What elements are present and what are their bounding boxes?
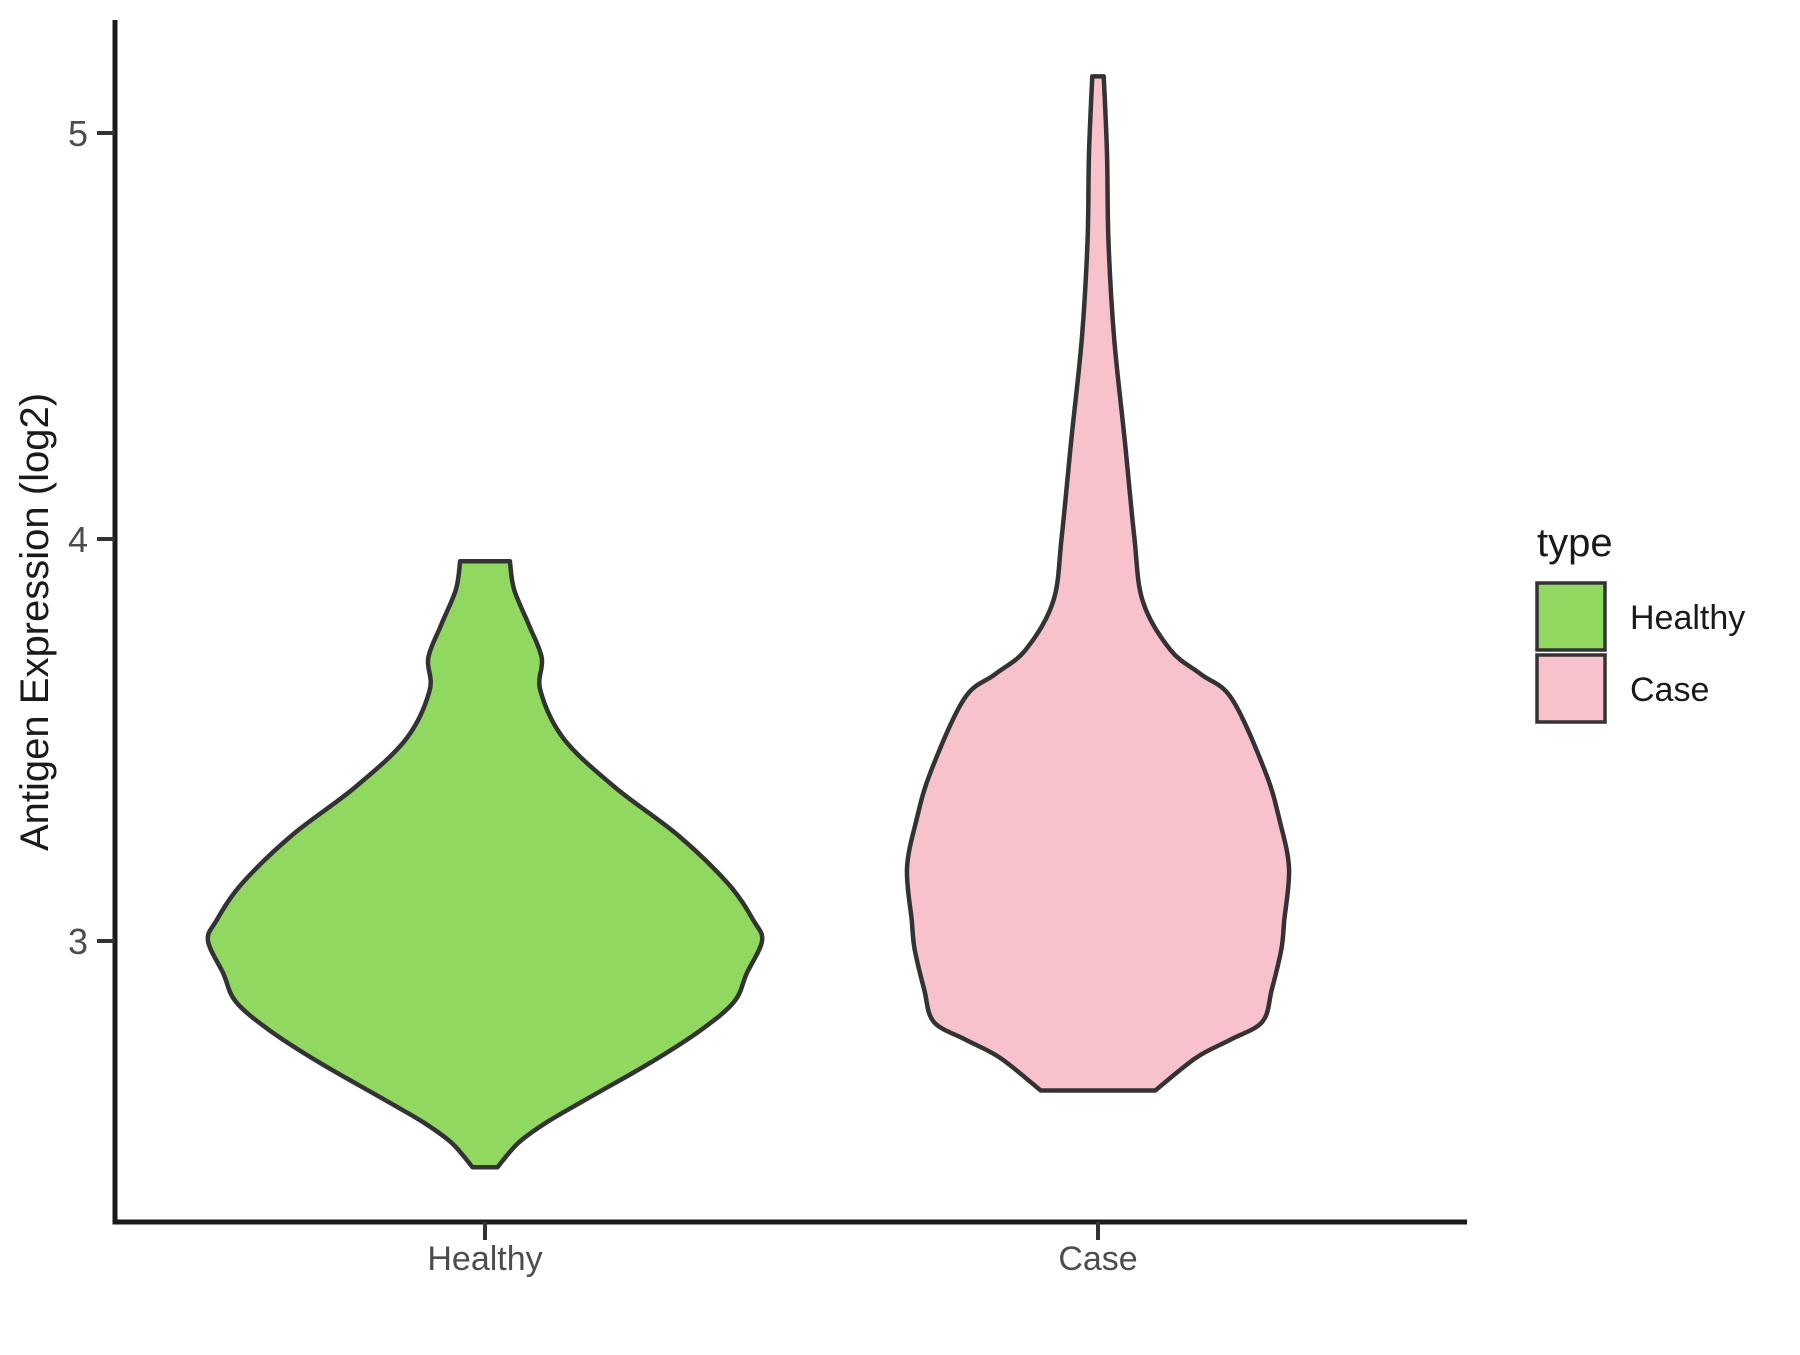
y-tick-label-3: 3 xyxy=(68,921,88,962)
violin-healthy xyxy=(205,558,765,1170)
legend-key-case xyxy=(1535,653,1607,724)
violin-case xyxy=(904,74,1292,1093)
legend: type Healthy Case xyxy=(1535,521,1745,724)
y-tick-label-4: 4 xyxy=(68,519,88,560)
legend-title: type xyxy=(1537,521,1613,565)
y-tick-label-5: 5 xyxy=(68,113,88,154)
legend-label-healthy: Healthy xyxy=(1630,599,1745,637)
x-tick-label-healthy: Healthy xyxy=(427,1240,542,1278)
x-tick-label-case: Case xyxy=(1058,1240,1137,1278)
legend-key-healthy xyxy=(1535,581,1607,652)
legend-label-case: Case xyxy=(1630,671,1709,709)
y-axis-title: Antigen Expression (log2) xyxy=(13,393,57,851)
violins-group xyxy=(205,74,1292,1170)
